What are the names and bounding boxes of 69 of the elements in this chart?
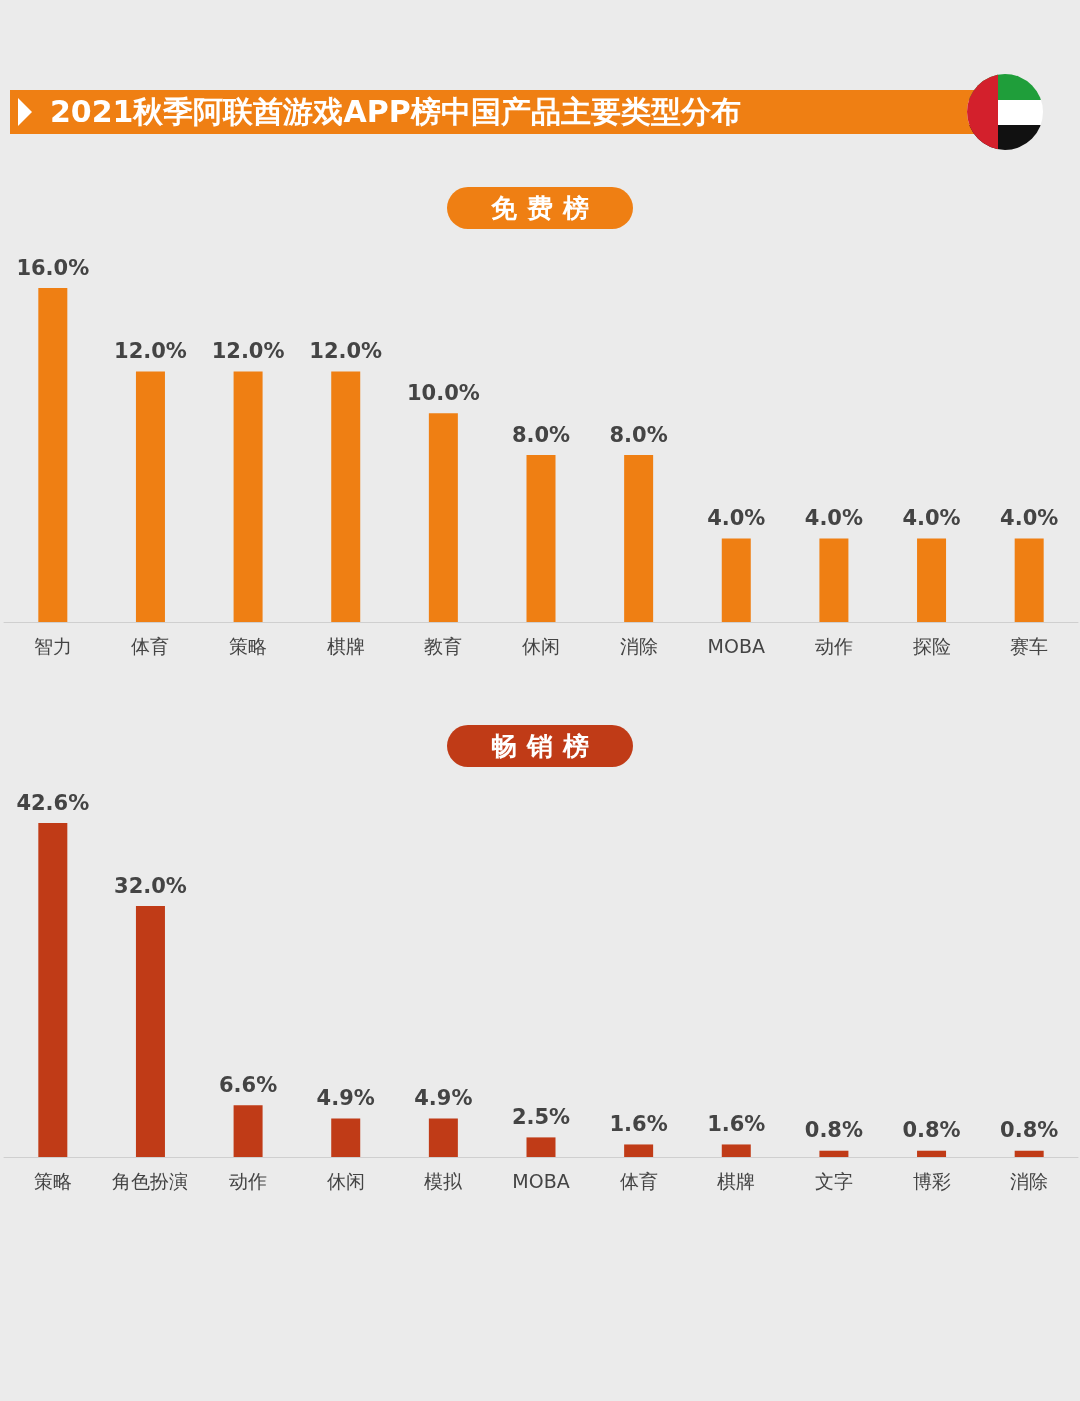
bar [428, 1118, 458, 1157]
data-label: 0.8% [804, 1118, 864, 1143]
bar [917, 1150, 947, 1157]
bar [917, 538, 947, 622]
x-tick-label: 动作 [229, 1169, 268, 1192]
x-tick-label: 文字 [814, 1169, 853, 1192]
x-tick-label: 赛车 [1010, 634, 1049, 657]
bar [135, 906, 165, 1157]
x-tick-label: 休闲 [326, 1169, 365, 1192]
bar [1014, 1150, 1044, 1157]
bar [331, 371, 361, 622]
bar [233, 1105, 263, 1157]
x-tick-label: 模拟 [424, 1169, 464, 1192]
data-label: 4.9% [414, 1086, 473, 1111]
data-label: 8.0% [511, 422, 571, 447]
data-label: 0.8% [1000, 1118, 1059, 1143]
x-tick-label: 消除 [619, 634, 658, 657]
data-label: 12.0% [211, 339, 285, 363]
data-label: 4.0% [707, 506, 766, 530]
x-tick-label: 教育 [424, 634, 463, 657]
bar [233, 371, 263, 622]
data-label: 1.6% [707, 1111, 766, 1136]
data-label: 6.6% [218, 1072, 278, 1097]
x-tick-label: 体育 [619, 1169, 658, 1192]
data-label: 10.0% [406, 380, 480, 405]
chart-title: 2021秋季阿联酋游戏APP榜中国产品主要类型分布 [50, 93, 741, 131]
x-tick-label: 策略 [229, 634, 268, 657]
bar [819, 1150, 849, 1157]
bar [135, 371, 165, 622]
data-label: 2.5% [511, 1104, 571, 1129]
x-tick-label: 探险 [912, 634, 951, 657]
x-tick-label: 棋牌 [326, 634, 365, 657]
data-label: 4.0% [902, 506, 961, 530]
data-label: 0.8% [902, 1118, 961, 1143]
x-tick-label: MOBA [707, 634, 765, 657]
data-label: 42.6% [16, 790, 90, 815]
x-tick-label: 动作 [814, 634, 853, 657]
bar [526, 1137, 556, 1157]
x-tick-label: 博彩 [912, 1169, 951, 1192]
x-tick-label: 休闲 [522, 634, 560, 657]
bar [624, 1144, 654, 1157]
bar [38, 288, 68, 622]
x-tick-label: 角色扮演 [112, 1169, 189, 1192]
bar [38, 823, 68, 1157]
bar [819, 538, 849, 622]
data-label: 8.0% [609, 422, 668, 447]
chart-subtitle: 畅销榜 [447, 725, 633, 767]
bar [1014, 538, 1044, 622]
bar [721, 1144, 751, 1157]
x-tick-label: 消除 [1010, 1169, 1049, 1192]
x-tick-label: 智力 [33, 634, 72, 657]
bar [721, 538, 751, 622]
data-label: 12.0% [309, 339, 383, 363]
chart-subtitle: 免费榜 [447, 187, 633, 229]
data-label: 4.0% [804, 506, 864, 530]
data-label: 1.6% [609, 1111, 668, 1136]
data-label: 32.0% [114, 873, 187, 898]
x-tick-label: 体育 [131, 634, 170, 657]
x-tick-label: 棋牌 [717, 1169, 756, 1192]
data-label: 12.0% [114, 339, 187, 363]
x-tick-label: MOBA [512, 1169, 570, 1192]
bar [331, 1118, 361, 1157]
bar [624, 455, 654, 622]
x-tick-label: 策略 [33, 1169, 72, 1192]
data-label: 4.0% [1000, 506, 1059, 530]
bar [428, 413, 458, 622]
bar [526, 455, 556, 622]
data-label: 4.9% [316, 1086, 375, 1111]
data-label: 16.0% [16, 255, 90, 280]
